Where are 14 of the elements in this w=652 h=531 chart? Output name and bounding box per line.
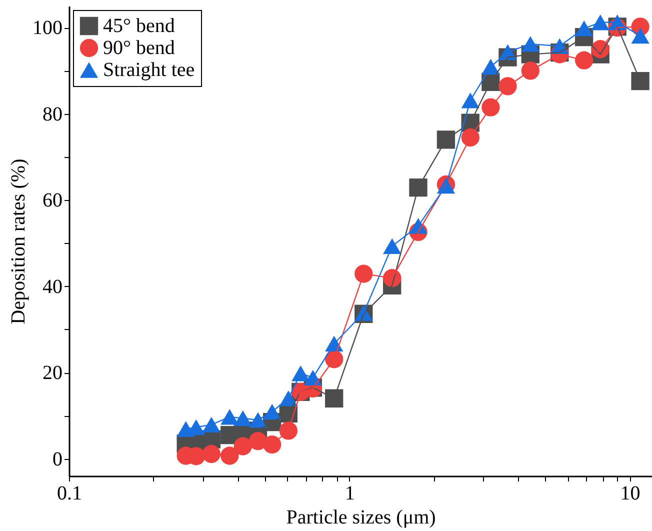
y-tick-label: 100 xyxy=(32,17,62,40)
x-axis-title: Particle sizes (μm) xyxy=(286,506,436,528)
y-tick-label: 20 xyxy=(42,362,62,384)
y-tick-label: 40 xyxy=(42,276,62,298)
x-tick-label: 1 xyxy=(344,482,355,504)
y-tick-label: 80 xyxy=(42,103,62,126)
legend-label: Straight tee xyxy=(103,59,195,81)
x-tick-label: 10 xyxy=(620,482,640,504)
y-axis-title: Deposition rates (%) xyxy=(8,158,30,324)
x-tick-label: 0.1 xyxy=(57,482,82,504)
y-tick-label: 60 xyxy=(42,190,62,212)
legend-label: 90° bend xyxy=(103,37,175,59)
legend-label: 45° bend xyxy=(103,15,175,37)
y-tick-label: 0 xyxy=(52,448,62,470)
